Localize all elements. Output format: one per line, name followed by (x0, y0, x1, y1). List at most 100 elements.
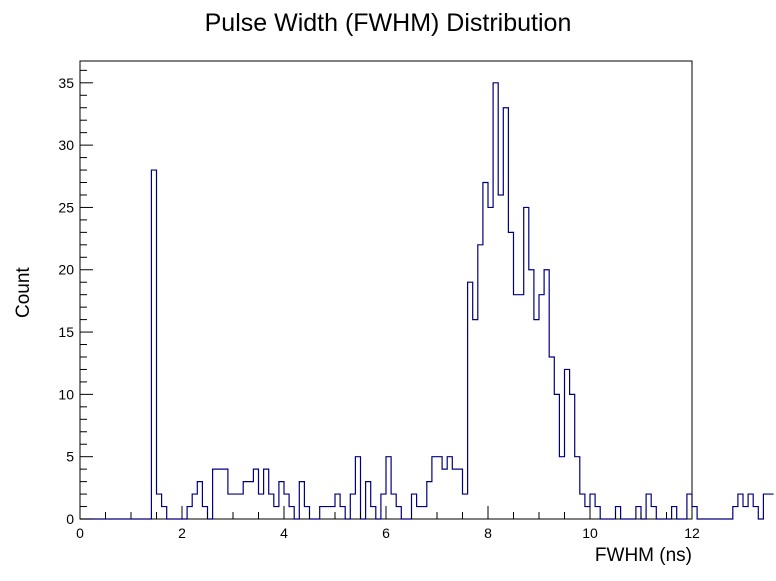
histogram-bin (335, 494, 340, 519)
histogram-bin (463, 494, 468, 519)
histogram-bin (386, 457, 391, 519)
histogram-bin (559, 457, 564, 519)
histogram-bin (468, 282, 473, 519)
histogram-bin (412, 494, 417, 519)
x-tick-label: 2 (178, 525, 186, 541)
histogram-bin (646, 494, 651, 519)
histogram-bin (320, 507, 325, 519)
histogram-bin (238, 494, 243, 519)
histogram-bin (554, 394, 559, 519)
histogram-bin (330, 507, 335, 519)
plot-area (79, 60, 774, 520)
histogram-bin (636, 507, 641, 519)
histogram-bin (218, 469, 223, 519)
histogram-bin (391, 494, 396, 519)
histogram-bin (457, 469, 462, 519)
histogram-bin (585, 507, 590, 519)
histogram-bin (366, 482, 371, 519)
histogram-bin (565, 369, 570, 519)
histogram-bin (213, 469, 218, 519)
y-tick-label: 0 (66, 511, 74, 527)
histogram-bin (452, 469, 457, 519)
histogram-bin (371, 507, 376, 519)
histogram-bin (269, 494, 274, 519)
y-axis-label: Count (13, 267, 34, 318)
histogram-bin (417, 507, 422, 519)
x-tick-label: 6 (382, 525, 390, 541)
histogram-bin (595, 507, 600, 519)
histogram-bin (274, 507, 279, 519)
histogram-bin (743, 507, 748, 519)
y-tick-label: 25 (58, 199, 74, 215)
histogram-bin (284, 494, 289, 519)
histogram-bin (253, 469, 258, 519)
x-axis-label: FWHM (ns) (595, 545, 692, 566)
histogram-bin (763, 494, 768, 519)
histogram-bin (233, 494, 238, 519)
x-tick-label: 0 (76, 525, 84, 541)
histogram-bin (753, 507, 758, 519)
histogram-bin (508, 232, 513, 519)
histogram-bin (488, 207, 493, 519)
histogram-bin (264, 469, 269, 519)
histogram-series-line (80, 82, 774, 520)
histogram-bin (151, 170, 156, 519)
y-tick-label: 10 (58, 386, 74, 402)
histogram-bin (325, 507, 330, 519)
histogram-bin (223, 469, 228, 519)
plot-frame (79, 60, 693, 520)
x-tick-label: 10 (582, 525, 598, 541)
histogram-bin (580, 494, 585, 519)
histogram-bin (447, 457, 452, 519)
y-tick-label: 20 (58, 262, 74, 278)
histogram-bin (192, 494, 197, 519)
histogram-bin (590, 494, 595, 519)
chart-title: Pulse Width (FWHM) Distribution (205, 9, 572, 37)
histogram-bin (289, 507, 294, 519)
x-tick-label: 8 (484, 525, 492, 541)
histogram-bin (299, 482, 304, 519)
histogram-bin (381, 494, 386, 519)
histogram-bin (493, 83, 498, 519)
histogram-bin (202, 507, 207, 519)
histogram-bin (197, 482, 202, 519)
histogram-bin (350, 494, 355, 519)
histogram-bin (549, 357, 554, 519)
histogram-bin (651, 507, 656, 519)
histogram-bin (340, 507, 345, 519)
histogram-bin (442, 469, 447, 519)
histogram-bin (570, 394, 575, 519)
histogram-bin (616, 507, 621, 519)
histogram-bin (396, 507, 401, 519)
histogram-bin (692, 507, 697, 519)
histogram-bin (437, 457, 442, 519)
histogram-bin (473, 320, 478, 519)
histogram-bin (672, 507, 677, 519)
histogram-bin (228, 494, 233, 519)
y-tick-label: 15 (58, 324, 74, 340)
histogram-bin (279, 482, 284, 519)
histogram-bin (248, 482, 253, 519)
y-tick-label: 5 (66, 449, 74, 465)
y-tick-label: 35 (58, 75, 74, 91)
histogram-bin (575, 457, 580, 519)
histogram-bin (422, 507, 427, 519)
histogram-bin (162, 507, 167, 519)
histogram-bin (524, 207, 529, 519)
histogram-bin (529, 270, 534, 519)
histogram-bin (187, 507, 192, 519)
y-tick-label: 30 (58, 137, 74, 153)
histogram-bin (432, 457, 437, 519)
histogram-bin (157, 494, 162, 519)
histogram-bin (519, 295, 524, 519)
histogram-bin (503, 108, 508, 519)
x-tick-label: 4 (280, 525, 288, 541)
histogram-bin (687, 494, 692, 519)
histogram-bin (259, 494, 264, 519)
histogram-bin (769, 494, 774, 519)
histogram-bin (544, 270, 549, 519)
histogram-bin (304, 507, 309, 519)
histogram-bin (478, 245, 483, 519)
histogram-bin (355, 457, 360, 519)
